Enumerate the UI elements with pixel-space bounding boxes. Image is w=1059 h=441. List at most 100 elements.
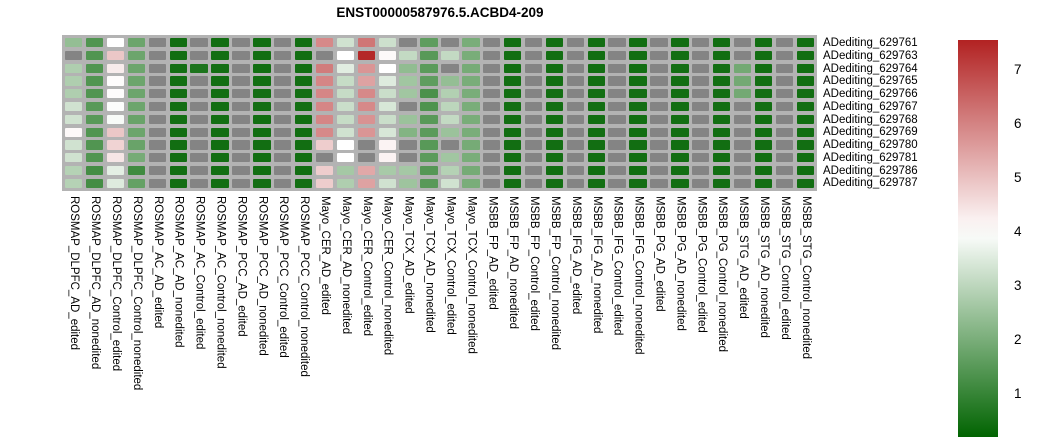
heatmap-cell xyxy=(65,114,83,125)
heatmap-cell xyxy=(524,114,543,125)
col-label: MSBB_STG_Control_edited xyxy=(778,196,791,340)
heatmap-cell xyxy=(169,114,187,125)
heatmap-cell xyxy=(671,114,689,125)
heatmap-cell xyxy=(148,89,166,99)
heatmap-cell xyxy=(650,89,668,99)
heatmap-cell xyxy=(315,76,334,86)
heatmap-cell xyxy=(190,101,208,112)
heatmap-cell xyxy=(692,114,710,125)
heatmap-cell xyxy=(253,50,271,61)
heatmap-cell xyxy=(148,127,166,137)
heatmap-cell xyxy=(462,38,480,48)
heatmap-cell xyxy=(315,63,334,73)
col-label: MSBB_PG_AD_edited xyxy=(653,196,666,312)
heatmap-cell xyxy=(545,76,564,86)
colorbar-tick-label: 4 xyxy=(1014,223,1022,239)
row-label: ADediting_629766 xyxy=(823,88,918,100)
heatmap-cell xyxy=(274,89,292,99)
heatmap-cell xyxy=(399,89,417,99)
col-label: ROSMAP_PCC_AD_edited xyxy=(235,196,248,337)
heatmap-cell xyxy=(127,76,146,86)
heatmap-grid xyxy=(65,38,814,188)
heatmap-cell xyxy=(524,101,543,112)
heatmap-cell xyxy=(733,178,752,188)
heatmap-cell xyxy=(671,127,689,137)
heatmap-cell xyxy=(294,50,313,61)
heatmap-cell xyxy=(692,38,710,48)
heatmap-cell xyxy=(671,50,689,61)
colorbar-tick-label: 1 xyxy=(1014,385,1022,401)
heatmap-cell xyxy=(253,178,271,188)
col-label: ROSMAP_DLPFC_AD_nonedited xyxy=(89,196,102,370)
heatmap-cell xyxy=(671,63,689,73)
heatmap-cell xyxy=(106,178,125,188)
heatmap-cell xyxy=(148,63,166,73)
heatmap-cell xyxy=(796,114,814,125)
heatmap-cell xyxy=(294,127,313,137)
heatmap-cell xyxy=(712,89,731,99)
row-label: ADediting_629764 xyxy=(823,62,918,75)
heatmap-cell xyxy=(127,165,146,176)
row-label: ADediting_629787 xyxy=(823,177,918,190)
heatmap-cell xyxy=(65,76,83,86)
heatmap-cell xyxy=(274,153,292,163)
heatmap-cell xyxy=(712,50,731,61)
heatmap-panel xyxy=(62,35,817,191)
heatmap-cell xyxy=(671,76,689,86)
heatmap-cell xyxy=(796,76,814,86)
heatmap-cell xyxy=(524,89,543,99)
heatmap-cell xyxy=(545,63,564,73)
heatmap-cell xyxy=(775,140,794,150)
heatmap-cell xyxy=(106,38,125,48)
heatmap-cell xyxy=(127,127,146,137)
heatmap-cell xyxy=(483,101,501,112)
heatmap-cell xyxy=(587,140,605,150)
heatmap-cell xyxy=(148,38,166,48)
heatmap-cell xyxy=(587,114,605,125)
heatmap-cell xyxy=(733,50,752,61)
heatmap-cell xyxy=(315,114,334,125)
heatmap-cell xyxy=(650,101,668,112)
heatmap-cell xyxy=(336,165,355,176)
heatmap-cell xyxy=(148,101,166,112)
heatmap-cell xyxy=(65,38,83,48)
heatmap-cell xyxy=(232,101,250,112)
heatmap-cell xyxy=(524,63,543,73)
heatmap-cell xyxy=(85,114,104,125)
heatmap-cell xyxy=(629,63,647,73)
heatmap-cell xyxy=(566,50,585,61)
heatmap-cell xyxy=(357,38,376,48)
heatmap-cell xyxy=(587,153,605,163)
heatmap-cell xyxy=(712,101,731,112)
heatmap-cell xyxy=(503,165,522,176)
heatmap-cell xyxy=(524,127,543,137)
heatmap-cell xyxy=(274,101,292,112)
heatmap-cell xyxy=(629,153,647,163)
heatmap-cell xyxy=(671,38,689,48)
heatmap-cell xyxy=(566,140,585,150)
heatmap-cell xyxy=(336,153,355,163)
col-label: Mayo_CER_AD_nonedited xyxy=(339,196,352,335)
row-label: ADediting_629786 xyxy=(823,164,918,177)
col-label: ROSMAP_PCC_AD_nonedited xyxy=(256,196,269,356)
heatmap-cell xyxy=(232,89,250,99)
heatmap-cell xyxy=(127,50,146,61)
heatmap-cell xyxy=(629,114,647,125)
heatmap-cell xyxy=(483,178,501,188)
col-label: MSBB_STG_Control_nonedited xyxy=(799,196,812,360)
col-label: ROSMAP_DLPFC_Control_nonedited xyxy=(130,196,143,391)
heatmap-cell xyxy=(190,63,208,73)
heatmap-cell xyxy=(796,127,814,137)
col-label: Mayo_CER_Control_nonedited xyxy=(381,196,394,356)
heatmap-cell xyxy=(566,76,585,86)
heatmap-cell xyxy=(441,127,459,137)
heatmap-cell xyxy=(545,153,564,163)
heatmap-cell xyxy=(190,165,208,176)
heatmap-cell xyxy=(190,178,208,188)
heatmap-cell xyxy=(587,76,605,86)
heatmap-cell xyxy=(378,153,396,163)
heatmap-cell xyxy=(503,127,522,137)
heatmap-cell xyxy=(483,50,501,61)
heatmap-cell xyxy=(692,140,710,150)
heatmap-cell xyxy=(796,38,814,48)
